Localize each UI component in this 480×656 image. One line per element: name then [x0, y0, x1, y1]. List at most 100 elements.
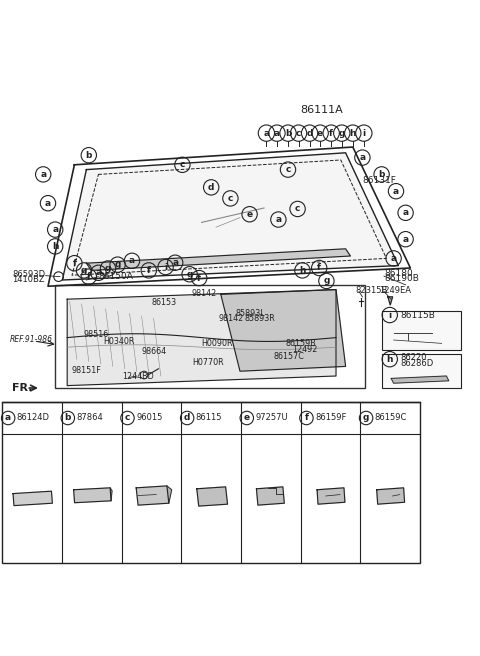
Text: a: a: [129, 256, 135, 265]
Text: 98151F: 98151F: [71, 366, 101, 375]
Text: f: f: [197, 274, 201, 283]
Text: i: i: [388, 310, 391, 319]
Text: 86159C: 86159C: [375, 413, 407, 422]
Text: 87864: 87864: [76, 413, 103, 422]
Text: 86153: 86153: [151, 298, 176, 307]
Polygon shape: [62, 153, 398, 280]
Text: g: g: [81, 266, 87, 275]
Text: g: g: [186, 270, 193, 279]
Text: 86131F: 86131F: [362, 176, 396, 184]
Text: H0340R: H0340R: [103, 337, 134, 346]
Text: h: h: [349, 129, 356, 138]
Text: d: d: [184, 413, 190, 422]
Text: a: a: [96, 268, 101, 277]
Text: 98664: 98664: [142, 346, 167, 356]
Text: 98142: 98142: [218, 314, 244, 323]
Text: 85893L: 85893L: [235, 308, 265, 318]
Polygon shape: [197, 487, 228, 506]
Text: 86220: 86220: [401, 354, 427, 362]
Text: 86150A: 86150A: [98, 272, 133, 281]
Text: REF.91-986: REF.91-986: [10, 335, 53, 344]
Text: FR.: FR.: [12, 383, 33, 393]
Text: f: f: [304, 413, 309, 422]
Text: 86111A: 86111A: [300, 104, 343, 115]
Text: b: b: [85, 151, 92, 159]
Text: g: g: [105, 264, 111, 273]
Text: 1249EA: 1249EA: [379, 286, 411, 295]
Text: c: c: [180, 160, 185, 169]
Text: b: b: [378, 170, 385, 179]
Text: 12492: 12492: [292, 345, 317, 354]
Text: e: e: [317, 129, 323, 138]
Polygon shape: [167, 486, 172, 503]
Text: 86286D: 86286D: [401, 359, 434, 367]
Text: a: a: [172, 258, 178, 267]
Text: g: g: [338, 129, 345, 138]
Text: c: c: [228, 194, 233, 203]
Text: 98142: 98142: [192, 289, 217, 298]
Text: c: c: [295, 205, 300, 213]
Text: b: b: [285, 129, 291, 138]
Text: a: a: [45, 199, 51, 208]
Polygon shape: [388, 297, 393, 305]
Text: e: e: [247, 210, 252, 218]
Text: a: a: [393, 187, 399, 195]
Text: 96015: 96015: [136, 413, 163, 422]
Text: i: i: [362, 129, 365, 138]
Text: h: h: [52, 242, 59, 251]
Text: 86159B: 86159B: [286, 339, 316, 348]
Text: 86115B: 86115B: [401, 310, 436, 319]
Polygon shape: [256, 487, 284, 505]
Polygon shape: [110, 488, 112, 501]
Text: 86115: 86115: [196, 413, 222, 422]
Text: 1244BD: 1244BD: [122, 373, 154, 381]
Text: c: c: [285, 165, 291, 174]
Text: c: c: [296, 129, 301, 138]
Text: g: g: [323, 276, 330, 285]
Text: a: a: [403, 235, 408, 243]
Text: a: a: [5, 413, 11, 422]
Text: 86190B: 86190B: [384, 274, 419, 283]
Text: d: d: [208, 183, 215, 192]
Text: e: e: [244, 413, 250, 422]
Text: f: f: [87, 272, 91, 281]
Text: a: a: [40, 170, 46, 179]
Polygon shape: [221, 289, 346, 371]
Text: 97257U: 97257U: [255, 413, 288, 422]
Text: 86159F: 86159F: [315, 413, 347, 422]
Polygon shape: [13, 491, 52, 506]
Text: H0090R: H0090R: [202, 339, 233, 348]
Text: c: c: [125, 413, 130, 422]
Text: a: a: [52, 225, 58, 234]
Polygon shape: [136, 486, 169, 505]
Text: f: f: [72, 258, 76, 268]
Text: a: a: [403, 209, 408, 217]
Text: h: h: [299, 266, 306, 275]
Text: d: d: [306, 129, 313, 138]
Polygon shape: [317, 488, 345, 504]
Text: 86124D: 86124D: [17, 413, 50, 422]
Text: i: i: [164, 262, 167, 272]
Text: 85893R: 85893R: [245, 314, 276, 323]
Text: g: g: [363, 413, 369, 422]
Text: H0770R: H0770R: [192, 358, 224, 367]
Text: 1410BZ: 1410BZ: [12, 275, 45, 284]
Text: a: a: [276, 215, 281, 224]
Text: a: a: [391, 254, 396, 263]
Text: f: f: [329, 129, 333, 138]
Polygon shape: [391, 376, 449, 383]
Text: g: g: [114, 260, 121, 269]
Text: f: f: [147, 266, 151, 275]
Text: 98516: 98516: [84, 330, 109, 338]
Polygon shape: [86, 249, 350, 270]
Polygon shape: [67, 289, 336, 386]
FancyBboxPatch shape: [382, 354, 461, 388]
Polygon shape: [377, 488, 405, 504]
Text: b: b: [65, 413, 71, 422]
Text: a: a: [274, 129, 280, 138]
Text: h: h: [386, 355, 393, 363]
Text: 86593D: 86593D: [12, 270, 45, 279]
Text: 82315B: 82315B: [355, 286, 387, 295]
Polygon shape: [73, 488, 111, 502]
FancyBboxPatch shape: [382, 311, 461, 350]
